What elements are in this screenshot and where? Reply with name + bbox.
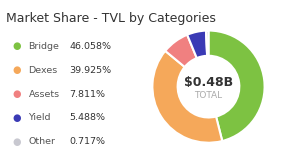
Wedge shape xyxy=(187,31,207,58)
Text: TOTAL: TOTAL xyxy=(194,91,223,99)
Wedge shape xyxy=(165,35,197,67)
Text: ●: ● xyxy=(12,65,20,75)
Text: 7.811%: 7.811% xyxy=(69,90,105,99)
Text: 0.717%: 0.717% xyxy=(69,137,105,146)
Text: Bridge: Bridge xyxy=(28,42,59,51)
Text: Yield: Yield xyxy=(28,114,51,122)
Text: 39.925%: 39.925% xyxy=(69,66,111,75)
Text: ●: ● xyxy=(12,137,20,147)
Wedge shape xyxy=(206,31,208,56)
Wedge shape xyxy=(152,51,222,143)
Text: ●: ● xyxy=(12,41,20,51)
Text: Dexes: Dexes xyxy=(28,66,58,75)
Text: ●: ● xyxy=(12,113,20,123)
Text: Assets: Assets xyxy=(28,90,60,99)
Text: 46.058%: 46.058% xyxy=(69,42,111,51)
Text: Market Share - TVL by Categories: Market Share - TVL by Categories xyxy=(6,12,216,25)
Text: $0.48B: $0.48B xyxy=(184,76,233,89)
Wedge shape xyxy=(208,31,265,141)
Text: Other: Other xyxy=(28,137,56,146)
Text: 5.488%: 5.488% xyxy=(69,114,105,122)
Text: ●: ● xyxy=(12,89,20,99)
